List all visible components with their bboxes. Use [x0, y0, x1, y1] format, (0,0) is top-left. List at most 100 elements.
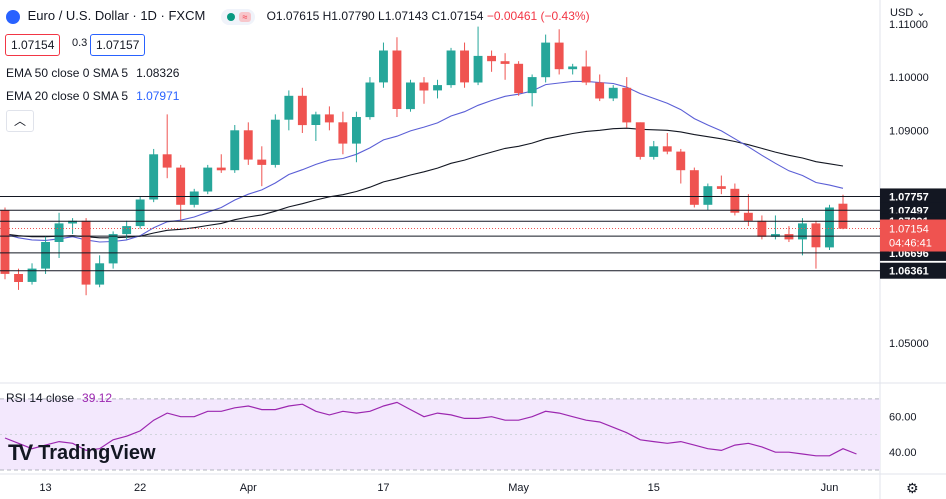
- ohlc-values: O1.07615 H1.07790 L1.07143 C1.07154 −0.0…: [267, 9, 590, 23]
- buy-button[interactable]: 1.07157: [90, 34, 146, 56]
- logo-text: TradingView: [38, 441, 156, 464]
- candle-body: [203, 167, 213, 192]
- symbol-title[interactable]: Euro / U.S. Dollar · 1D · FXCM: [27, 8, 206, 23]
- y-tick-label: 1.05000: [889, 338, 929, 350]
- candle-body: [446, 50, 456, 86]
- current-price-label: 1.07154: [889, 224, 929, 236]
- candle-body: [622, 87, 632, 123]
- x-tick-label: Apr: [240, 482, 257, 494]
- x-tick-label: May: [508, 482, 529, 494]
- candle-body: [270, 119, 280, 165]
- level-label: 1.06361: [889, 266, 929, 278]
- candle-body: [771, 234, 780, 237]
- candle-body: [230, 130, 240, 171]
- candle-body: [0, 210, 10, 274]
- ema20-legend[interactable]: EMA 20 close 0 SMA 5 1.07971: [6, 89, 179, 103]
- candle-body: [14, 274, 23, 282]
- candle-body: [406, 82, 415, 110]
- candle-body: [176, 167, 186, 205]
- current-price-badge: [880, 219, 946, 252]
- candle-body: [811, 223, 821, 248]
- tv-logo-icon: TV: [8, 440, 33, 465]
- level-badge: [880, 188, 946, 205]
- candle-body: [568, 66, 578, 70]
- rsi-pane: [0, 398, 880, 471]
- currency-selector[interactable]: USD ⌄: [890, 6, 926, 19]
- ema20-path: [4, 80, 844, 243]
- gear-icon[interactable]: ⚙: [906, 480, 919, 496]
- candle-body: [784, 234, 794, 240]
- candle-body: [162, 154, 172, 168]
- candle-body: [757, 220, 767, 237]
- market-status-toggle[interactable]: ≈: [220, 8, 255, 25]
- candle-body: [257, 159, 267, 165]
- candle-body: [743, 212, 753, 221]
- candle-body: [95, 263, 105, 285]
- ema50-line: [4, 127, 844, 239]
- time-axis[interactable]: 13 22 Apr 17 May 15 Jun: [39, 482, 838, 494]
- candle-body: [108, 234, 118, 264]
- candle-body: [392, 50, 402, 109]
- ema50-legend[interactable]: EMA 50 close 0 SMA 5 1.08326: [6, 66, 179, 80]
- symbol-legend: Euro / U.S. Dollar · 1D · FXCM ≈ O1.0761…: [6, 8, 590, 25]
- candle-body: [554, 42, 564, 70]
- price-levels: [0, 195, 880, 272]
- candle-body: [311, 114, 321, 125]
- x-tick-label: 22: [134, 482, 146, 494]
- candle-body: [433, 85, 442, 91]
- rsi-label: RSI 14 close: [6, 391, 75, 405]
- candle-body: [365, 82, 375, 118]
- chevron-down-icon: ⌄: [916, 7, 926, 19]
- candle-body: [676, 151, 686, 171]
- low-value: L1.07143: [378, 9, 429, 23]
- candle-body: [541, 42, 551, 78]
- candle-body: [379, 50, 388, 83]
- candle-body: [297, 95, 307, 126]
- chevron-up-icon: ︿: [13, 114, 26, 128]
- rsi-legend[interactable]: RSI 14 close 39.12: [6, 391, 112, 405]
- candle-body: [689, 170, 699, 205]
- rsi-line: [4, 401, 857, 457]
- price-axis[interactable]: 1.110001.100001.090001.050001.077571.074…: [880, 19, 946, 459]
- candle-body: [716, 186, 726, 189]
- candle-body: [27, 268, 37, 282]
- candle-body: [649, 146, 659, 157]
- x-tick-label: 13: [39, 482, 51, 494]
- approx-icon: ≈: [238, 11, 251, 22]
- x-tick-label: 15: [648, 482, 660, 494]
- sell-button[interactable]: 1.07154: [5, 34, 61, 56]
- x-tick-label: 17: [377, 482, 389, 494]
- candle-body: [581, 66, 591, 83]
- candle-body: [703, 186, 713, 205]
- ema50-path: [4, 127, 844, 239]
- tradingview-logo: TV TradingView: [8, 440, 156, 466]
- countdown-label: 04:46:41: [889, 238, 932, 250]
- globe-icon: [6, 9, 20, 24]
- ema50-value: 1.08326: [136, 66, 180, 80]
- rsi-tick-label: 60.00: [889, 412, 917, 424]
- close-value: C1.07154: [431, 9, 484, 23]
- candle-body: [500, 61, 510, 64]
- candle-body: [487, 55, 496, 62]
- candle-body: [284, 95, 294, 120]
- currency-label: USD: [890, 7, 914, 19]
- level-badge: [880, 262, 946, 279]
- candle-body: [595, 82, 605, 99]
- candle-body: [730, 188, 740, 213]
- candle-body: [338, 122, 348, 144]
- candle-body: [216, 167, 226, 171]
- candle-body: [189, 191, 199, 205]
- ema20-value: 1.07971: [136, 89, 180, 103]
- candle-body: [352, 117, 361, 144]
- candle-body: [419, 82, 429, 91]
- candle-body: [514, 63, 524, 94]
- ema20-label: EMA 20 close 0 SMA 5: [6, 89, 129, 103]
- high-value: H1.07790: [322, 9, 375, 23]
- collapse-legend-button[interactable]: ︿: [6, 110, 34, 132]
- y-tick-label: 1.11000: [889, 19, 928, 31]
- candle-body: [68, 220, 77, 224]
- ema50-label: EMA 50 close 0 SMA 5: [6, 66, 129, 80]
- candle-body: [527, 77, 537, 94]
- open-value: O1.07615: [266, 9, 320, 23]
